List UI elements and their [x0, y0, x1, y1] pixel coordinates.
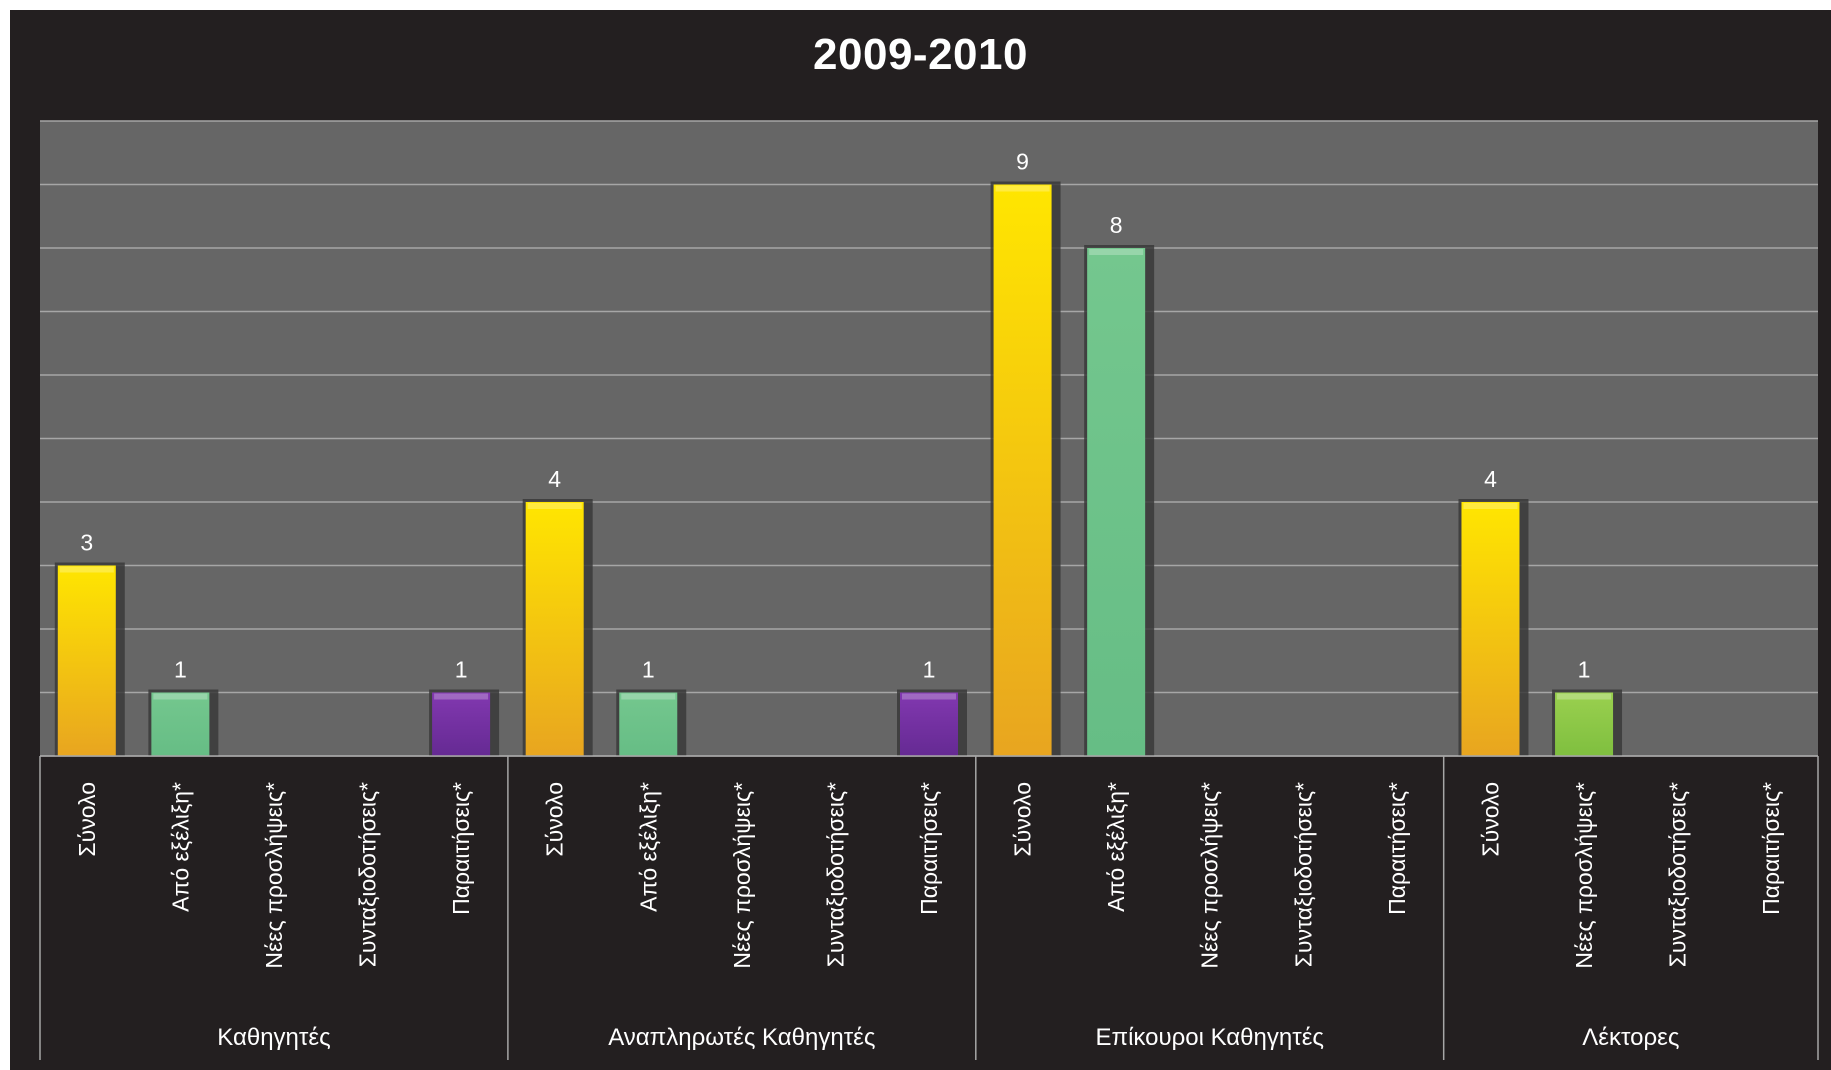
- x-tick-label: Σύνολο: [74, 782, 100, 857]
- bar-highlight: [1557, 693, 1612, 700]
- bar-highlight: [153, 693, 208, 700]
- data-label: 1: [174, 657, 187, 683]
- bar-highlight: [1463, 503, 1518, 509]
- data-label: 3: [80, 530, 93, 556]
- data-label: 1: [1578, 657, 1591, 683]
- bar: [525, 502, 584, 756]
- group-label: Λέκτορες: [1582, 1024, 1679, 1051]
- data-label: 4: [1484, 466, 1497, 492]
- bar: [1461, 502, 1520, 756]
- group-label: Καθηγητές: [217, 1024, 330, 1051]
- x-tick-label: Συνταξιοδοτήσεις*: [1290, 782, 1316, 967]
- bar-highlight: [902, 693, 956, 700]
- x-tick-label: Από εξέλιξη*: [1103, 782, 1129, 912]
- chart-title: 2009-2010: [813, 30, 1028, 79]
- bar: [151, 692, 210, 756]
- data-labels: 3 1 1 4 1 1 9 8 4 1: [80, 149, 1590, 683]
- data-label: 1: [923, 657, 936, 683]
- x-tick-label: Παραιτήσεις*: [1384, 782, 1410, 915]
- x-tick-label: Συνταξιοδοτήσεις*: [822, 782, 848, 967]
- x-tick-label: Παραιτήσεις*: [916, 782, 942, 915]
- bar: [619, 692, 678, 756]
- x-tick-label: Συνταξιοδοτήσεις*: [1665, 782, 1691, 967]
- bar: [432, 692, 491, 756]
- bar-highlight: [527, 503, 582, 509]
- bar: [57, 565, 116, 756]
- x-tick-label: Παραιτήσεις*: [1758, 782, 1784, 915]
- x-tick-label: Παραιτήσεις*: [448, 782, 474, 915]
- bar-highlight: [434, 693, 489, 700]
- x-tick-label: Νέες προσλήψεις*: [1197, 782, 1223, 969]
- bar-highlight: [621, 693, 676, 700]
- x-tick-label: Σύνολο: [542, 782, 568, 857]
- x-tick-label: Σύνολο: [1010, 782, 1036, 857]
- bar: [1555, 692, 1614, 756]
- data-label: 4: [548, 466, 561, 492]
- x-tick-label: Νέες προσλήψεις*: [261, 782, 287, 969]
- data-label: 1: [455, 657, 468, 683]
- x-tick-label: Νέες προσλήψεις*: [729, 782, 755, 969]
- bar-highlight: [59, 566, 114, 573]
- group-label: Επίκουροι Καθηγητές: [1096, 1024, 1324, 1051]
- x-axis: Καθηγητές Σύνολο Από εξέλιξη* Νέες προσλήψε…: [39, 755, 1819, 1060]
- bars: [54, 181, 1623, 756]
- bar: [993, 184, 1052, 756]
- x-tick-label: Νέες προσλήψεις*: [1571, 782, 1597, 969]
- x-tick-label: Από εξέλιξη*: [635, 782, 661, 912]
- x-tick-label: Συνταξιοδοτήσεις*: [355, 782, 381, 967]
- group-label: Αναπληρωτές Καθηγητές: [608, 1024, 875, 1051]
- data-label: 8: [1110, 212, 1123, 238]
- bar: [1087, 248, 1146, 756]
- bar-highlight: [995, 185, 1050, 192]
- data-label: 1: [642, 657, 655, 683]
- x-tick-label: Σύνολο: [1477, 782, 1503, 857]
- data-label: 9: [1016, 149, 1029, 175]
- bar-highlight: [1089, 249, 1144, 255]
- x-tick-label: Από εξέλιξη*: [167, 782, 193, 912]
- bar: [900, 692, 958, 756]
